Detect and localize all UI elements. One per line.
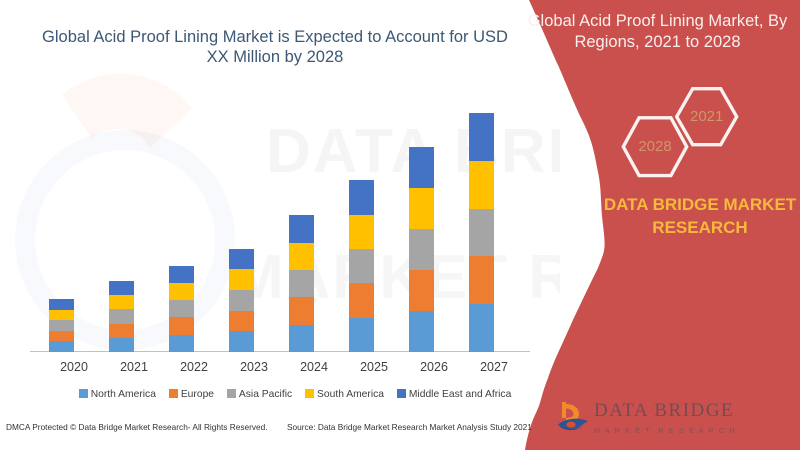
svg-text:MARKET RESEARCH: MARKET RESEARCH xyxy=(232,243,560,312)
svg-text:2028: 2028 xyxy=(638,138,671,155)
svg-text:2021: 2021 xyxy=(690,108,723,125)
